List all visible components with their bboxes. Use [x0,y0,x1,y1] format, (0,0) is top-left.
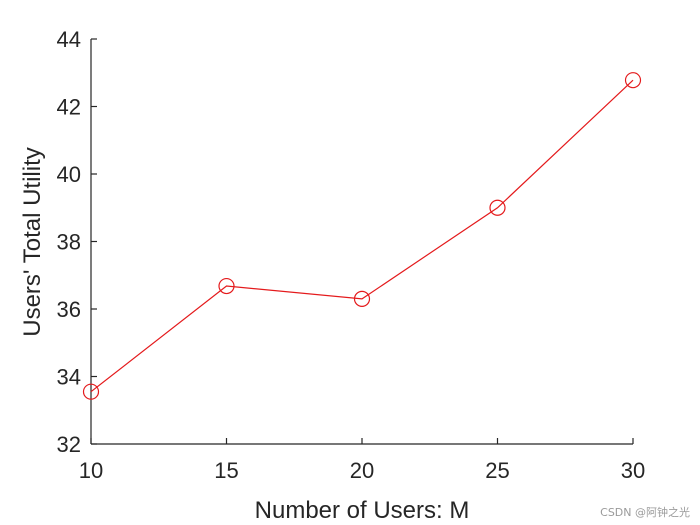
y-tick-label: 40 [57,162,81,187]
data-point [489,199,506,216]
x-axis-title: Number of Users: M [255,497,470,524]
y-tick-label: 32 [57,432,81,457]
y-tick-label: 34 [57,365,81,390]
series-line [90,79,634,393]
x-tick-label: 25 [485,458,509,483]
x-tick-label: 10 [79,458,103,483]
y-tick-label: 42 [57,95,81,120]
x-axis-ticks: 10 15 20 25 30 [79,438,645,483]
data-point [82,383,100,400]
axes [90,39,633,445]
y-tick-label: 44 [57,27,81,52]
y-tick-label: 36 [57,297,81,322]
x-tick-label: 30 [621,458,645,483]
data-point [218,277,235,295]
data-point [353,290,371,307]
watermark-text: CSDN @阿钟之光 [600,505,690,519]
x-tick-label: 20 [350,458,374,483]
x-tick-label: 15 [214,458,238,483]
data-series [82,72,642,400]
y-axis-title: Users' Total Utility [19,147,46,337]
y-tick-label: 38 [57,230,81,255]
data-point [624,72,642,89]
y-axis-ticks: 32 34 36 38 40 42 44 [57,27,97,457]
